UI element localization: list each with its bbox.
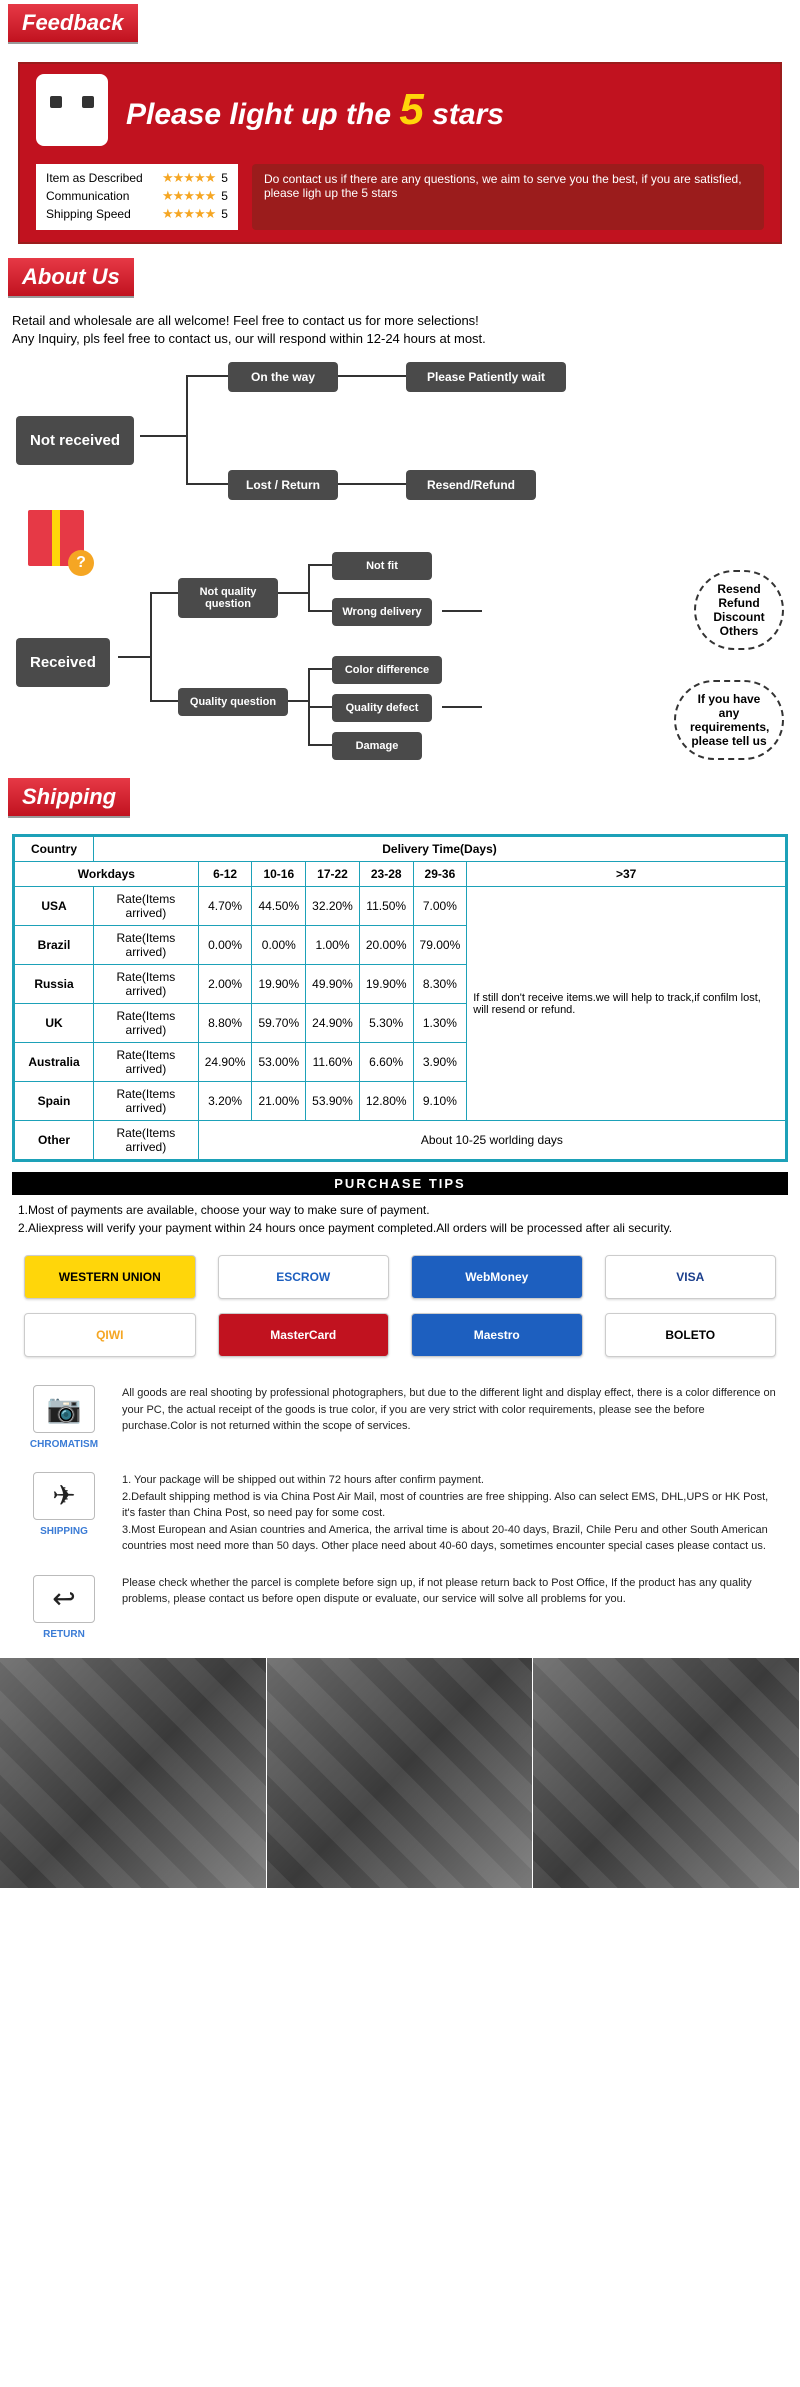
info-row: 📷CHROMATISMAll goods are real shooting b… xyxy=(0,1375,800,1462)
about-header: About Us xyxy=(8,258,134,298)
gift-icon xyxy=(28,510,84,566)
node-on-way: On the way xyxy=(228,362,338,392)
node-resend: Resend/Refund xyxy=(406,470,536,500)
feedback-banner: Please light up the 5 stars Item as Desc… xyxy=(18,62,782,244)
payment-card: BOLETO xyxy=(605,1313,777,1357)
banner-title-num: 5 xyxy=(399,85,423,134)
node-wrong: Wrong delivery xyxy=(332,598,432,626)
payment-card: VISA xyxy=(605,1255,777,1299)
payment-card: MasterCard xyxy=(218,1313,390,1357)
shipping-header: Shipping xyxy=(8,778,130,818)
node-lost: Lost / Return xyxy=(228,470,338,500)
rating-row: Item as Described★★★★★5 xyxy=(46,170,228,186)
cloud-req: If you have any requirements, please tel… xyxy=(674,680,784,760)
purchase-tips-text: 1.Most of payments are available, choose… xyxy=(0,1201,800,1247)
cloud-resend: Resend Refund Discount Others xyxy=(694,570,784,650)
flowchart: Not received On the way Lost / Return Pl… xyxy=(10,360,790,760)
info-row: ✈SHIPPING1. Your package will be shipped… xyxy=(0,1462,800,1565)
ratings-box: Item as Described★★★★★5 Communication★★★★… xyxy=(36,164,238,230)
contact-text: Do contact us if there are any questions… xyxy=(252,164,764,230)
purchase-tips-header: PURCHASE TIPS xyxy=(12,1172,788,1195)
rating-row: Communication★★★★★5 xyxy=(46,188,228,204)
payment-card: ESCROW xyxy=(218,1255,390,1299)
payment-card: Maestro xyxy=(411,1313,583,1357)
banner-title: Please light up the 5 stars xyxy=(126,85,504,135)
feedback-header: Feedback xyxy=(8,4,138,44)
store-photos xyxy=(0,1658,800,1888)
banner-title-post: stars xyxy=(432,98,504,131)
node-defect: Quality defect xyxy=(332,694,432,722)
mascot-icon xyxy=(36,74,108,146)
rating-row: Shipping Speed★★★★★5 xyxy=(46,206,228,222)
node-received: Received xyxy=(16,638,110,687)
node-damage: Damage xyxy=(332,732,422,760)
node-not-received: Not received xyxy=(16,416,134,465)
node-wait: Please Patiently wait xyxy=(406,362,566,392)
shipping-table: CountryDelivery Time(Days)Workdays6-1210… xyxy=(12,834,788,1162)
node-not-fit: Not fit xyxy=(332,552,432,580)
info-icon: ↩RETURN xyxy=(24,1575,104,1642)
about-text: Retail and wholesale are all welcome! Fe… xyxy=(0,306,800,360)
info-icon: 📷CHROMATISM xyxy=(24,1385,104,1452)
payment-card: WESTERN UNION xyxy=(24,1255,196,1299)
node-nqq: Not quality question xyxy=(178,578,278,618)
payment-card: QIWI xyxy=(24,1313,196,1357)
banner-title-pre: Please light up the xyxy=(126,98,391,131)
node-qq: Quality question xyxy=(178,688,288,716)
payment-card: WebMoney xyxy=(411,1255,583,1299)
node-color: Color difference xyxy=(332,656,442,684)
payment-grid: WESTERN UNION ESCROW WebMoney VISA QIWI Maste… xyxy=(0,1247,800,1375)
info-row: ↩RETURNPlease check whether the parcel i… xyxy=(0,1565,800,1652)
info-icon: ✈SHIPPING xyxy=(24,1472,104,1555)
